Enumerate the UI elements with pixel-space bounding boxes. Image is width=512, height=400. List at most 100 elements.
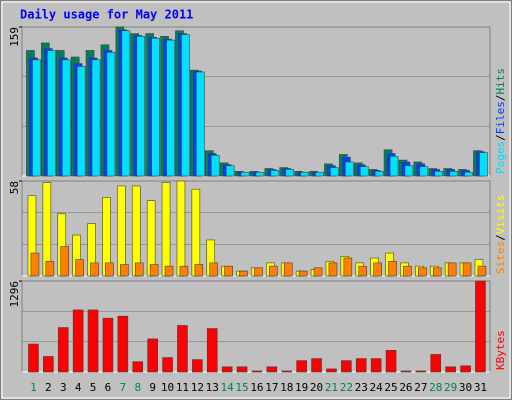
bar <box>311 358 322 373</box>
bar <box>87 309 99 373</box>
bar <box>45 260 55 277</box>
bar <box>164 265 174 277</box>
bar <box>359 166 369 177</box>
bar <box>326 368 337 373</box>
bar <box>266 366 278 373</box>
legend-entry: Sites <box>494 241 507 274</box>
bar <box>374 171 384 177</box>
bar <box>76 66 86 177</box>
bar <box>328 262 338 277</box>
x-tick-label: 27 <box>414 381 427 394</box>
x-tick-label: 30 <box>459 381 472 394</box>
bar <box>117 315 129 373</box>
bar <box>72 309 84 373</box>
bar <box>298 270 308 277</box>
bar <box>418 267 427 277</box>
bar <box>281 370 293 373</box>
x-tick-label: 21 <box>325 381 338 394</box>
bar <box>161 182 171 277</box>
bar <box>105 262 114 277</box>
bar <box>106 52 116 177</box>
bar <box>358 265 368 277</box>
bar <box>343 257 353 277</box>
bar <box>166 39 175 177</box>
bar <box>479 152 488 177</box>
chart-title: Daily usage for May 2011 <box>20 8 193 22</box>
x-tick-label: 31 <box>474 381 487 394</box>
bar <box>132 361 144 373</box>
x-tick-label: 2 <box>45 381 52 394</box>
bar <box>57 327 69 373</box>
bar <box>355 358 367 373</box>
x-tick-label: 16 <box>250 381 263 394</box>
bar <box>415 370 427 373</box>
x-tick-label: 4 <box>75 381 82 394</box>
y-tick-label: 159 <box>8 27 21 47</box>
bar <box>225 165 235 177</box>
bar <box>151 37 160 177</box>
x-tick-label: 24 <box>370 381 384 394</box>
bar <box>210 155 220 177</box>
bar <box>61 59 71 177</box>
bar <box>285 169 295 177</box>
legend-entry: Pages <box>494 141 507 174</box>
bar <box>134 262 144 277</box>
bar <box>131 185 141 277</box>
y-tick-label: 1296 <box>8 281 21 308</box>
bar <box>460 365 471 373</box>
bar <box>192 359 203 373</box>
x-tick-label: 7 <box>120 381 127 394</box>
bar <box>236 366 248 373</box>
bar <box>194 264 204 277</box>
legend: Sites/Visits <box>494 195 507 275</box>
bar <box>176 180 186 277</box>
legend-entry: KBytes <box>494 330 507 370</box>
bar <box>462 262 472 277</box>
legend-entry: Visits <box>494 195 507 235</box>
bar <box>315 171 324 177</box>
x-tick-label: 11 <box>176 381 189 394</box>
legend-separator: / <box>494 134 507 141</box>
bar <box>75 259 84 277</box>
bar <box>177 325 188 373</box>
x-tick-label: 26 <box>399 381 412 394</box>
legend-separator: / <box>494 95 507 102</box>
bar <box>32 59 41 177</box>
bar <box>370 358 382 373</box>
x-tick-label: 18 <box>280 381 293 394</box>
bar <box>400 370 412 373</box>
bar <box>224 265 233 277</box>
bar <box>445 366 456 373</box>
bar <box>149 264 159 277</box>
bar <box>91 59 101 177</box>
bar <box>385 350 397 373</box>
x-tick-label: 23 <box>355 381 368 394</box>
bar <box>404 165 414 177</box>
legend: Pages/Files/Hits <box>494 68 507 174</box>
bar <box>300 171 309 177</box>
bar <box>179 265 189 277</box>
legend-entry: Files <box>494 101 507 134</box>
x-tick-label: 6 <box>105 381 112 394</box>
bar <box>477 265 487 277</box>
bar <box>296 360 307 373</box>
x-tick-label: 19 <box>295 381 308 394</box>
bar <box>90 262 99 277</box>
x-tick-label: 22 <box>340 381 353 394</box>
panel <box>21 180 491 277</box>
bar <box>255 171 265 177</box>
bar <box>345 161 354 177</box>
bar <box>388 260 397 277</box>
bar <box>30 252 40 277</box>
legend: KBytes <box>494 330 507 370</box>
x-tick-label: 17 <box>265 381 278 394</box>
x-tick-label: 12 <box>191 381 204 394</box>
bar <box>209 262 219 277</box>
panel <box>21 280 491 373</box>
bar <box>191 188 201 277</box>
bar <box>449 171 458 177</box>
bar <box>432 267 442 277</box>
bar <box>430 354 442 373</box>
